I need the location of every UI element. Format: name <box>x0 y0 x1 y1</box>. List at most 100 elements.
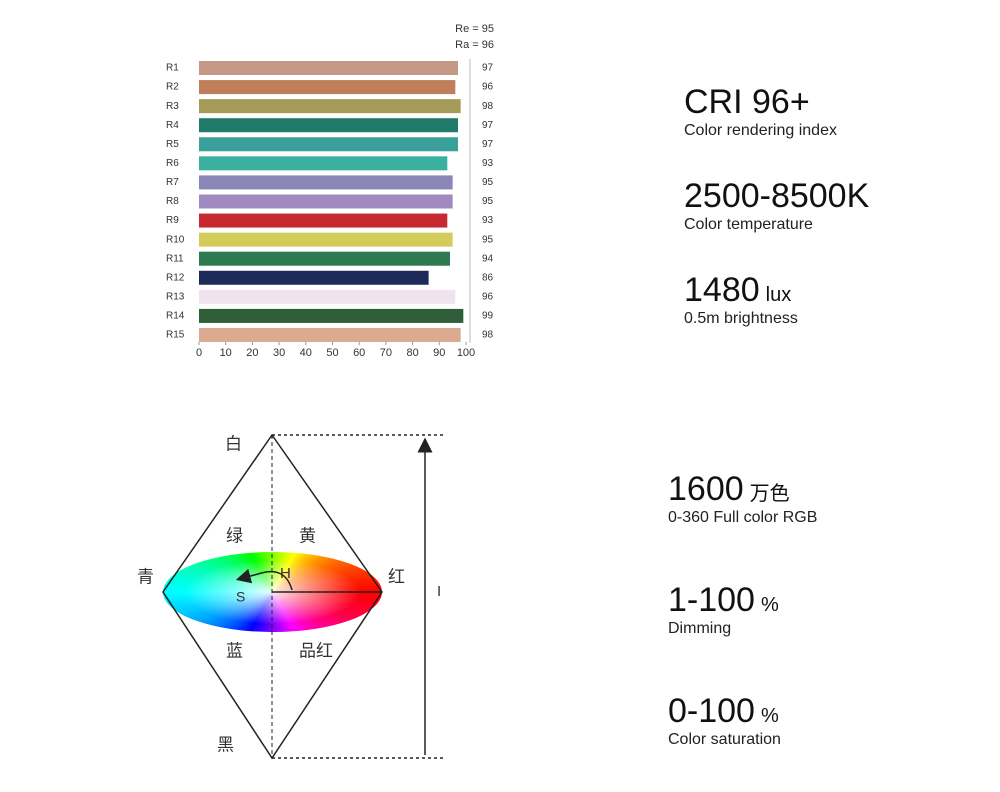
spec-row: CRI 96+ <box>684 84 837 120</box>
y-tick-label: R3 <box>166 101 179 112</box>
label: 黄 <box>299 526 316 545</box>
x-tick-label: 60 <box>353 347 365 359</box>
value-label: 97 <box>482 139 494 150</box>
bar <box>199 232 453 247</box>
x-tick-label: 10 <box>220 347 232 359</box>
y-tick-label: R9 <box>166 215 179 226</box>
bar <box>199 251 450 266</box>
spec-label: Color temperature <box>684 216 813 233</box>
value-label: 93 <box>482 158 494 169</box>
spec-value: 1-100 <box>668 581 755 619</box>
x-tick-label: 20 <box>246 347 258 359</box>
value-label: 94 <box>482 253 494 264</box>
x-tick-label: 70 <box>380 347 392 359</box>
spec-label: Color rendering index <box>684 122 837 139</box>
spec: 1480 lux 0.5m brightness <box>684 272 798 328</box>
spec-unit: 万色 <box>749 483 790 505</box>
spec-unit: lux <box>765 284 792 306</box>
label: H <box>280 565 291 582</box>
annotation: Re = 95 <box>455 23 494 35</box>
label: 绿 <box>226 526 243 545</box>
value-label: 96 <box>482 82 494 93</box>
bar <box>199 99 461 114</box>
y-tick-label: R6 <box>166 158 179 169</box>
bar <box>199 289 456 304</box>
spec: 0-100% Color saturation <box>668 693 781 749</box>
value-label: 97 <box>482 120 494 131</box>
label: S <box>236 589 245 605</box>
spec-row: 1480 lux <box>684 272 798 308</box>
y-tick-label: R7 <box>166 177 179 188</box>
label: 黑 <box>217 735 234 754</box>
y-tick-label: R5 <box>166 139 179 150</box>
label: 品红 <box>299 641 333 660</box>
spec-label: Dimming <box>668 620 732 637</box>
value-label: 97 <box>482 63 494 74</box>
spec-label: 0.5m brightness <box>684 310 798 327</box>
x-tick-label: 40 <box>300 347 312 359</box>
spec-row: 1-100% <box>668 582 779 618</box>
label: 青 <box>137 567 154 586</box>
y-tick-label: R4 <box>166 120 179 131</box>
spec-value: CRI 96+ <box>684 83 810 121</box>
value-label: 95 <box>482 234 494 245</box>
spec-value: 0-100 <box>668 692 755 730</box>
x-tick-label: 90 <box>433 347 445 359</box>
hue-arrow <box>235 568 293 591</box>
y-tick-label: R13 <box>166 291 185 302</box>
x-tick-label: 30 <box>273 347 285 359</box>
label: 白 <box>225 434 242 453</box>
value-label: 98 <box>482 330 494 341</box>
spec-value: 2500-8500K <box>684 177 870 215</box>
spec-unit: % <box>760 594 779 616</box>
spec-row: 1600 万色 <box>668 471 817 507</box>
value-label: 99 <box>482 311 494 322</box>
y-tick-label: R12 <box>166 272 185 283</box>
bar <box>199 175 453 190</box>
bar <box>199 156 448 171</box>
spec: 2500-8500K Color temperature <box>684 178 869 234</box>
x-tick-label: 80 <box>406 347 418 359</box>
y-tick-label: R14 <box>166 311 185 322</box>
y-tick-label: R2 <box>166 82 179 93</box>
y-tick-label: R8 <box>166 196 179 207</box>
value-label: 95 <box>482 196 494 207</box>
spec-row: 0-100% <box>668 693 781 729</box>
bar <box>199 118 458 133</box>
value-label: 96 <box>482 291 494 302</box>
x-tick-label: 0 <box>196 347 202 359</box>
value-label: 93 <box>482 215 494 226</box>
bar <box>199 327 461 342</box>
spec-unit: % <box>760 705 779 727</box>
bar <box>199 213 448 228</box>
bar <box>199 137 458 152</box>
y-tick-label: R10 <box>166 234 185 245</box>
value-label: 86 <box>482 272 494 283</box>
hsi-diagram <box>162 433 445 760</box>
label: 蓝 <box>226 641 243 660</box>
value-label: 98 <box>482 101 494 112</box>
spec-value: 1480 <box>684 271 760 309</box>
label: I <box>437 583 441 600</box>
bar <box>199 61 458 75</box>
value-label: 95 <box>482 177 494 188</box>
spec: 1600 万色 0-360 Full color RGB <box>668 471 817 527</box>
label: 红 <box>388 567 405 586</box>
y-tick-label: R15 <box>166 330 185 341</box>
y-tick-label: R1 <box>166 63 179 74</box>
bar <box>199 80 456 95</box>
spec-label: 0-360 Full color RGB <box>668 509 818 526</box>
bar <box>199 194 453 209</box>
bar <box>199 308 464 323</box>
annotation: Ra = 96 <box>455 39 494 51</box>
spec-label: Color saturation <box>668 731 781 748</box>
y-tick-label: R11 <box>166 253 184 264</box>
bar <box>199 270 429 285</box>
x-tick-label: 100 <box>457 347 475 359</box>
spec: 1-100% Dimming <box>668 582 779 638</box>
spec: CRI 96+ Color rendering index <box>684 84 837 140</box>
spec-value: 1600 <box>668 470 744 508</box>
spec-row: 2500-8500K <box>684 178 869 214</box>
